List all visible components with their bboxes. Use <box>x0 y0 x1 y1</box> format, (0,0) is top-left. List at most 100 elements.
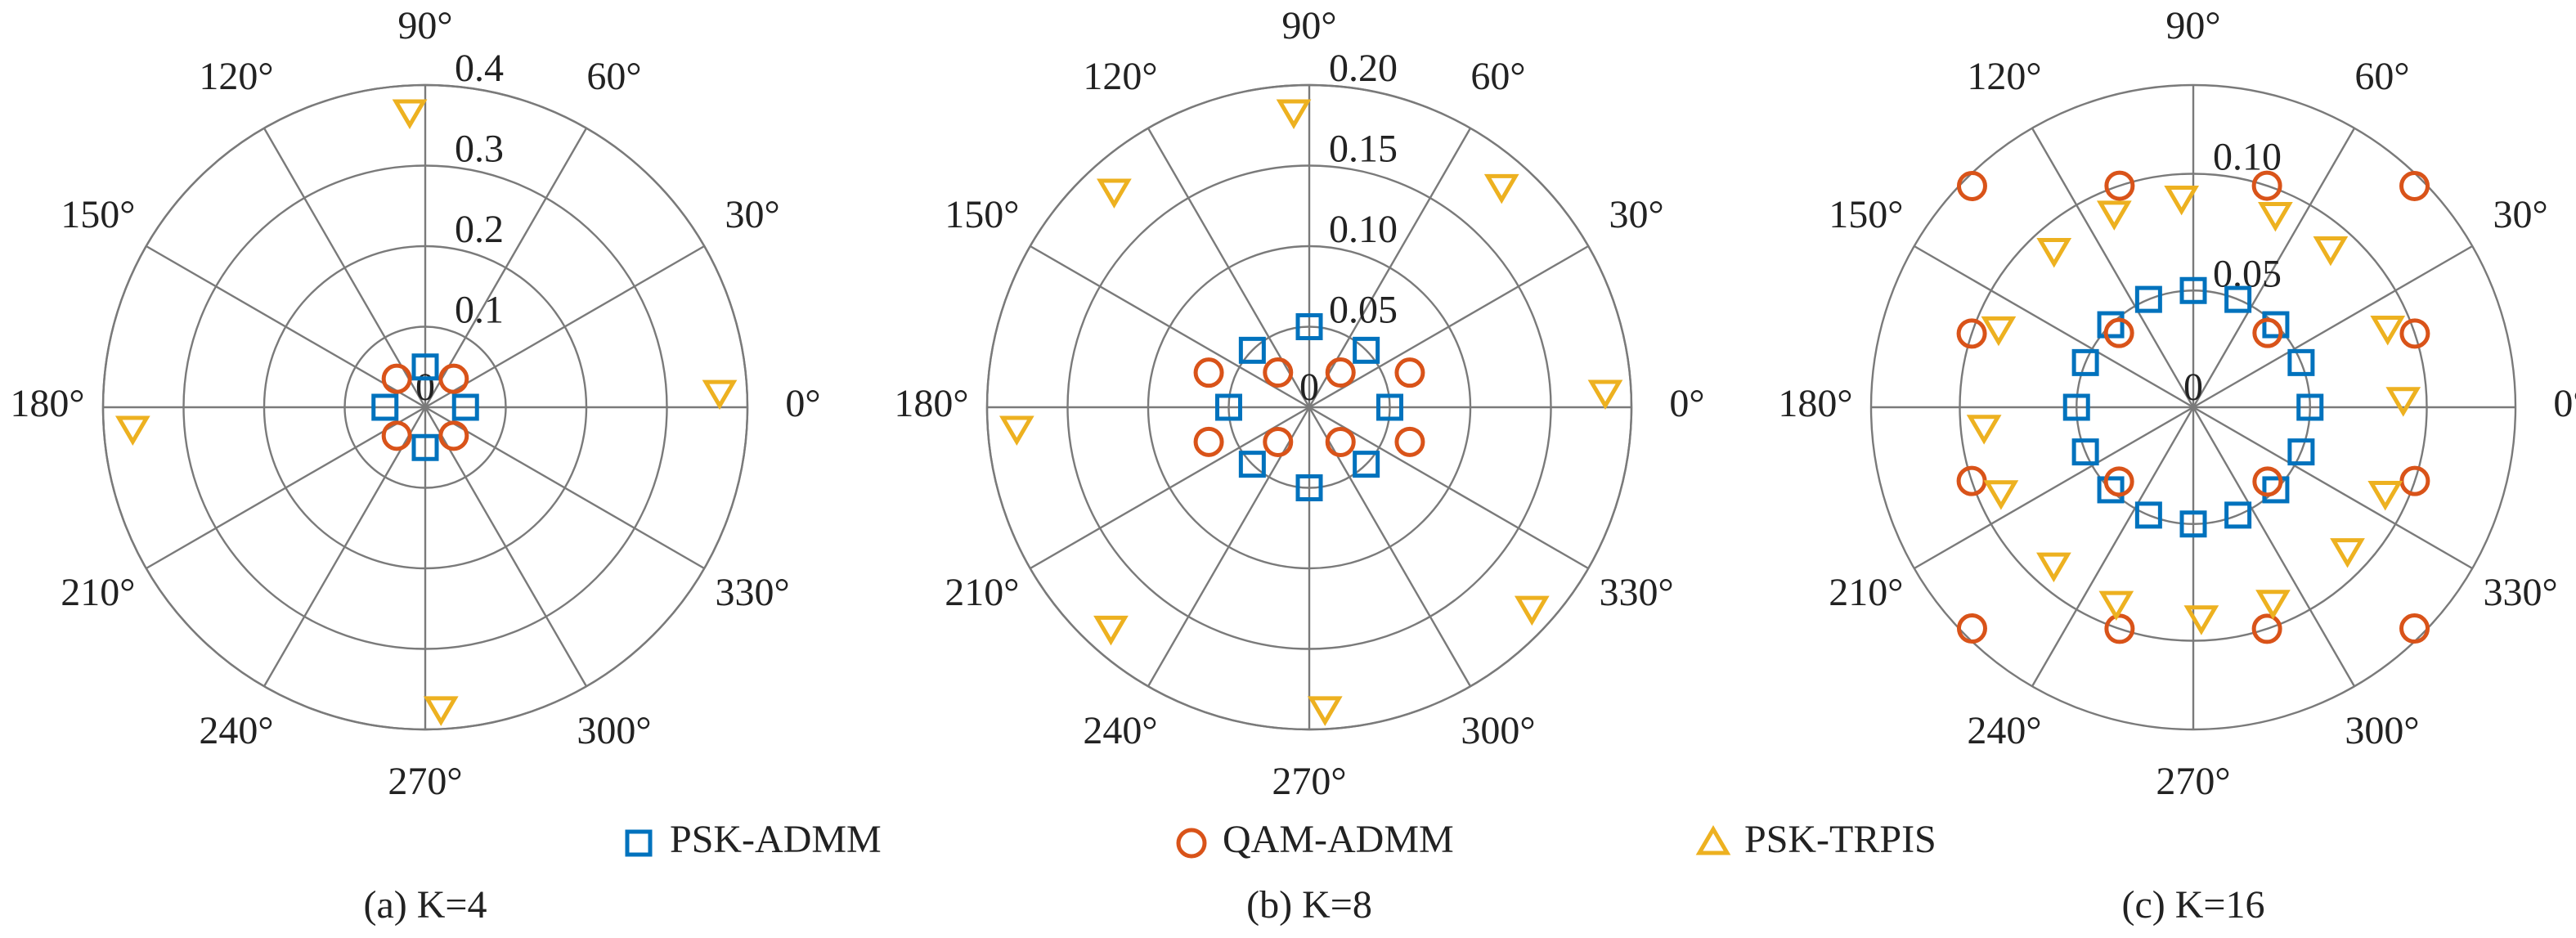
series: PSK-TRPIS <box>1966 185 2421 635</box>
r-tick-label: 0 <box>1299 366 1319 409</box>
marker-triangle <box>392 99 428 129</box>
marker-triangle <box>2313 236 2349 267</box>
marker-circle <box>381 363 412 394</box>
series: QAM-ADMM <box>1956 170 2430 644</box>
spoke <box>2192 245 2473 409</box>
series: PSK-ADMM <box>1215 313 1403 501</box>
theta-tick-label: 300° <box>577 709 651 752</box>
marker-triangle <box>2096 200 2132 231</box>
spoke <box>1914 245 2194 409</box>
theta-tick-label: 150° <box>1829 193 1903 236</box>
r-tick-label: 0.4 <box>455 47 504 90</box>
caption: (a) K=4 <box>363 883 487 927</box>
ring <box>985 83 1633 731</box>
ring <box>182 164 668 650</box>
theta-tick-label: 240° <box>199 709 273 752</box>
theta-tick-label: 120° <box>199 55 273 98</box>
marker-circle <box>2104 170 2135 201</box>
r-tick-label: 0.1 <box>455 289 504 332</box>
marker-circle <box>2103 317 2134 348</box>
marker-square <box>2224 501 2252 529</box>
marker-square <box>2296 393 2324 421</box>
theta-tick-label: 60° <box>586 55 641 98</box>
theta-tick-label: 330° <box>2484 571 2558 614</box>
marker-circle <box>1956 613 1987 644</box>
marker-triangle <box>1483 173 1519 204</box>
marker-square <box>2262 476 2290 504</box>
theta-tick-label: 60° <box>2354 55 2409 98</box>
marker-square <box>411 353 439 381</box>
theta-tick-label: 330° <box>716 571 790 614</box>
theta-tick-label: 0° <box>1669 382 1704 425</box>
caption: (c) K=16 <box>2121 883 2264 927</box>
marker-square <box>2071 348 2099 376</box>
ring <box>1066 164 1552 650</box>
marker-square <box>2134 501 2162 529</box>
marker-square <box>2287 438 2315 466</box>
theta-tick-label: 150° <box>945 193 1019 236</box>
theta-tick-label: 210° <box>61 571 135 614</box>
marker-square <box>2097 311 2125 339</box>
theta-tick-label: 330° <box>1600 571 1674 614</box>
marker-circle <box>1263 426 1294 457</box>
series: PSK-TRPIS <box>999 99 1623 726</box>
marker-circle <box>1325 426 1356 457</box>
ring <box>2076 289 2311 525</box>
polar-chart: 0° 30° 60° 90° 120° 150° 180° 210° 240° 270° 300° 3… <box>894 4 1704 927</box>
series: PSK-ADMM <box>371 353 479 461</box>
marker-square <box>1353 451 1380 478</box>
marker-circle <box>2252 317 2283 348</box>
series: QAM-ADMM <box>1193 357 1425 457</box>
marker-square <box>1295 313 1323 340</box>
theta-tick-label: 180° <box>894 382 968 425</box>
marker-circle <box>1193 357 1224 388</box>
marker-square <box>1376 393 1403 421</box>
series: PSK-TRPIS <box>114 99 738 726</box>
theta-tick-label: 30° <box>1609 193 1664 236</box>
marker-triangle <box>2367 481 2403 511</box>
spoke <box>2031 128 2195 408</box>
ring <box>343 325 507 489</box>
r-tick-label: 0.15 <box>1329 128 1398 171</box>
marker-circle <box>381 420 412 451</box>
marker-triangle <box>2183 605 2219 635</box>
polar-chart: 0° 30° 60° 90° 120° 150° 180° 210° 240° 270° 300° 3… <box>10 4 820 927</box>
marker-triangle <box>2330 538 2365 568</box>
theta-tick-label: 60° <box>1470 55 1525 98</box>
marker-square <box>2134 285 2162 313</box>
r-tick-label: 0 <box>2183 366 2203 409</box>
theta-tick-label: 180° <box>10 382 84 425</box>
r-tick-label: 0.05 <box>1329 289 1398 332</box>
legend-label: PSK-ADMM <box>670 818 882 861</box>
marker-square <box>1238 451 1266 478</box>
theta-tick-label: 150° <box>61 193 135 236</box>
marker-square <box>2224 285 2252 313</box>
marker-triangle <box>1966 415 2002 445</box>
polar-chart: 0° 30° 60° 90° 120° 150° 180° 210° 240° 270° 300° 3… <box>1778 4 2576 927</box>
caption: (b) K=8 <box>1246 883 1372 927</box>
spoke <box>2192 406 2356 687</box>
marker-circle <box>2104 613 2135 644</box>
r-tick-label: 0.2 <box>455 208 504 251</box>
marker-square <box>1215 393 1242 421</box>
marker-triangle <box>1093 615 1129 646</box>
marker-square <box>2287 348 2315 376</box>
marker-triangle <box>2036 238 2072 268</box>
marker-circle <box>2251 170 2282 201</box>
marker-triangle <box>702 379 738 411</box>
marker-square <box>625 829 653 857</box>
r-tick-label: 0 <box>415 366 435 409</box>
marker-square <box>1295 474 1323 501</box>
marker-square <box>371 393 399 421</box>
marker-triangle <box>1587 379 1623 410</box>
marker-circle <box>1193 426 1224 457</box>
marker-triangle <box>1276 99 1312 129</box>
marker-square <box>1238 336 1266 364</box>
ring <box>1147 245 1472 570</box>
marker-square <box>2097 476 2125 504</box>
theta-tick-label: 90° <box>1281 4 1336 47</box>
legend-label: QAM-ADMM <box>1223 818 1454 861</box>
marker-square <box>411 433 439 461</box>
theta-tick-label: 0° <box>2553 382 2576 425</box>
marker-triangle <box>1307 696 1343 726</box>
